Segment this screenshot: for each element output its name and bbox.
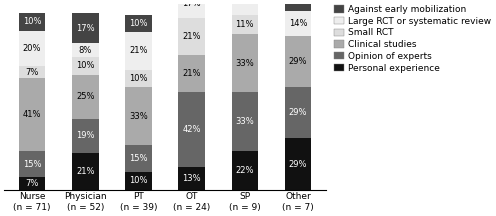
Text: 25%: 25% [76, 92, 95, 101]
Text: 33%: 33% [129, 112, 148, 121]
Bar [72, 13, 99, 43]
Text: 15%: 15% [129, 154, 148, 163]
Text: 33%: 33% [236, 117, 254, 126]
Bar [19, 13, 45, 31]
Text: 10%: 10% [129, 176, 148, 185]
Bar [19, 177, 45, 190]
Bar [179, 0, 205, 18]
Text: 7%: 7% [25, 179, 39, 188]
Bar [19, 78, 45, 151]
Text: 11%: 11% [236, 20, 254, 29]
Text: 8%: 8% [78, 46, 92, 55]
Bar [285, 138, 311, 190]
Bar [179, 55, 205, 92]
Text: 20%: 20% [23, 44, 41, 53]
Text: 13%: 13% [183, 174, 201, 183]
Bar [285, 0, 311, 11]
Legend: Against early mobilization, Large RCT or systematic review, Small RCT, Clinical : Against early mobilization, Large RCT or… [334, 5, 491, 73]
Text: 21%: 21% [183, 32, 201, 41]
Bar [19, 151, 45, 177]
Text: 29%: 29% [289, 108, 307, 117]
Bar [232, 92, 258, 151]
Bar [125, 172, 152, 190]
Text: 7%: 7% [25, 68, 39, 77]
Text: 41%: 41% [23, 110, 41, 119]
Text: 15%: 15% [23, 160, 41, 168]
Bar [72, 57, 99, 75]
Text: 21%: 21% [76, 167, 95, 176]
Text: 10%: 10% [129, 19, 148, 28]
Text: 10%: 10% [129, 74, 148, 83]
Bar [125, 70, 152, 87]
Text: 33%: 33% [236, 59, 254, 68]
Text: 22%: 22% [236, 166, 254, 175]
Bar [125, 32, 152, 70]
Text: 42%: 42% [183, 125, 201, 134]
Text: 10%: 10% [23, 17, 41, 26]
Bar [232, 34, 258, 92]
Bar [72, 119, 99, 152]
Bar [232, 0, 258, 15]
Text: 17%: 17% [183, 0, 201, 8]
Bar [179, 92, 205, 167]
Bar [285, 87, 311, 138]
Text: 29%: 29% [289, 160, 307, 168]
Bar [72, 43, 99, 57]
Bar [285, 36, 311, 87]
Y-axis label: %: % [0, 92, 5, 102]
Bar [72, 152, 99, 190]
Text: 29%: 29% [289, 57, 307, 66]
Bar [179, 18, 205, 55]
Text: 21%: 21% [183, 70, 201, 78]
Bar [19, 66, 45, 78]
Text: 21%: 21% [129, 46, 148, 56]
Bar [232, 151, 258, 190]
Bar [179, 167, 205, 190]
Bar [125, 146, 152, 172]
Bar [232, 15, 258, 34]
Text: 17%: 17% [76, 24, 95, 33]
Bar [19, 31, 45, 66]
Bar [285, 11, 311, 36]
Bar [125, 15, 152, 32]
Bar [72, 75, 99, 119]
Text: 10%: 10% [76, 62, 95, 70]
Text: 19%: 19% [76, 131, 95, 140]
Bar [125, 87, 152, 146]
Text: 14%: 14% [289, 19, 307, 28]
